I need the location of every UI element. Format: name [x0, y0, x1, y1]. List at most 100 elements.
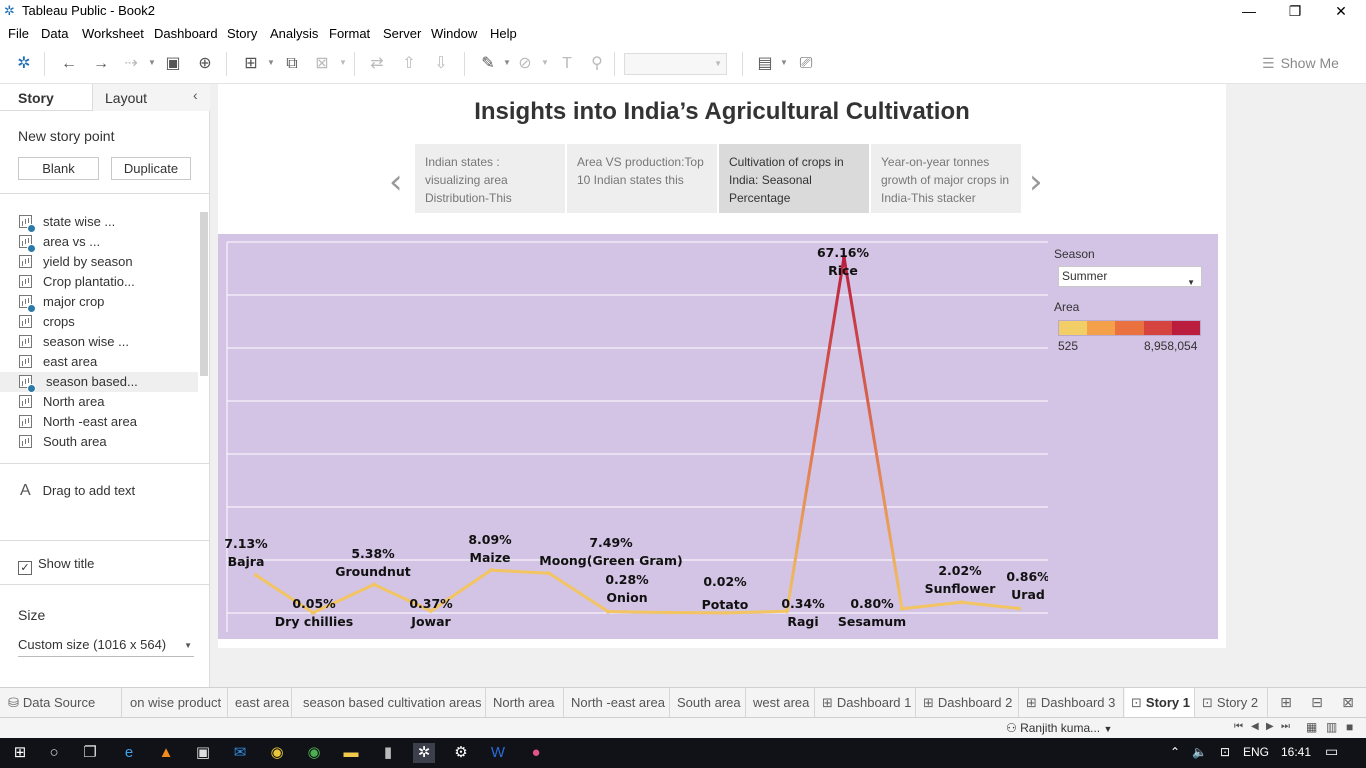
blank-button[interactable]: Blank: [18, 157, 99, 180]
highlight-caret-icon[interactable]: ▼: [503, 58, 511, 67]
menu-analysis[interactable]: Analysis: [270, 26, 319, 41]
edge-icon[interactable]: e: [124, 744, 134, 761]
sheet-list-item[interactable]: major crop: [0, 292, 198, 313]
show-hidden-icons-icon[interactable]: ⌃: [1170, 745, 1181, 759]
replay-icon[interactable]: ⇢: [124, 55, 138, 72]
data-point[interactable]: [372, 582, 376, 587]
sheet-list-item[interactable]: area vs ...: [0, 232, 198, 253]
menu-worksheet[interactable]: Worksheet: [82, 26, 144, 41]
minimize-button[interactable]: —: [1242, 3, 1256, 19]
data-point[interactable]: [1017, 606, 1021, 611]
tab-sheet[interactable]: South area: [671, 688, 746, 717]
tab-sheet[interactable]: east area: [229, 688, 292, 717]
story-point-4[interactable]: Year-on-year tonnes growth of major crop…: [871, 144, 1021, 213]
data-point[interactable]: [900, 606, 904, 611]
pin-icon[interactable]: ⚲: [591, 55, 603, 72]
sheet-list-item[interactable]: North -east area: [0, 412, 198, 432]
save-icon[interactable]: ▣: [165, 55, 181, 72]
redo-icon[interactable]: →: [93, 55, 109, 72]
word-icon[interactable]: W: [490, 744, 506, 761]
next-story-point-icon[interactable]: ›: [1029, 162, 1043, 202]
search-icon[interactable]: ○: [49, 744, 59, 761]
seasonal-percentage-chart[interactable]: 7.13% Bajra 0.05% Dry chillies 5.38% Groundnu…: [218, 234, 1218, 639]
language-indicator[interactable]: ENG: [1243, 745, 1270, 759]
undo-icon[interactable]: ←: [61, 55, 77, 72]
data-point[interactable]: [724, 610, 728, 615]
presentation-mode-icon[interactable]: ⎚: [799, 55, 813, 72]
sheet-list-item[interactable]: yield by season: [0, 252, 198, 272]
new-worksheet-icon[interactable]: ⊞: [244, 55, 258, 72]
tab-sheet[interactable]: North -east area: [565, 688, 670, 717]
chrome-icon[interactable]: ◉: [307, 744, 321, 761]
paint-icon[interactable]: ●: [531, 744, 541, 761]
sheet-list-item[interactable]: season based...: [0, 372, 198, 393]
data-point[interactable]: [842, 255, 846, 260]
menu-help[interactable]: Help: [490, 26, 517, 41]
sheet-list-scrollbar[interactable]: [200, 212, 208, 376]
tab-dashboard-1[interactable]: ⊞ Dashboard 1: [816, 688, 916, 717]
menu-server[interactable]: Server: [383, 26, 422, 41]
sheet-list-item[interactable]: South area: [0, 432, 198, 452]
story-point-2[interactable]: Area VS production:Top 10 Indian states …: [567, 144, 717, 213]
tab-story[interactable]: Story: [18, 90, 54, 106]
first-sheet-icon[interactable]: ⏮: [1234, 721, 1243, 732]
close-button[interactable]: ✕: [1335, 3, 1347, 19]
previous-story-point-icon[interactable]: ‹: [389, 162, 403, 202]
notifications-icon[interactable]: ▭: [1325, 743, 1339, 759]
data-point[interactable]: [254, 573, 258, 578]
sheet-list-item[interactable]: east area: [0, 352, 198, 372]
network-icon[interactable]: ⊡: [1220, 745, 1231, 759]
windows-start-icon[interactable]: ⊞: [13, 744, 27, 761]
new-worksheet-caret-icon[interactable]: ▼: [267, 58, 275, 67]
duplicate-button[interactable]: Duplicate: [111, 157, 191, 180]
highlight-icon[interactable]: ✎: [481, 55, 495, 72]
line-chart[interactable]: 7.13% Bajra 0.05% Dry chillies 5.38% Groundnu…: [218, 234, 1048, 639]
tab-dashboard-2[interactable]: ⊞ Dashboard 2: [917, 688, 1019, 717]
data-point[interactable]: [429, 609, 433, 614]
replay-caret-icon[interactable]: ▼: [148, 58, 156, 67]
tab-layout[interactable]: Layout ‹: [92, 84, 210, 111]
season-filter-dropdown[interactable]: Summer ▼: [1058, 266, 1202, 287]
data-point[interactable]: [666, 610, 670, 615]
usb-icon[interactable]: ▮: [383, 744, 393, 761]
user-menu[interactable]: ⚇ Ranjith kuma... ▼: [1006, 721, 1112, 735]
clear-caret-icon[interactable]: ▼: [339, 58, 347, 67]
task-view-icon[interactable]: ❐: [83, 744, 97, 761]
show-cards-icon[interactable]: ▤: [757, 55, 773, 72]
mail-icon[interactable]: ✉: [233, 744, 247, 761]
show-cards-caret-icon[interactable]: ▼: [780, 58, 788, 67]
settings-icon[interactable]: ⚙: [454, 744, 468, 761]
data-point[interactable]: [311, 610, 315, 615]
tab-sheet[interactable]: season based cultivation areas: [293, 688, 486, 717]
menu-dashboard[interactable]: Dashboard: [154, 26, 218, 41]
story-point-3[interactable]: Cultivation of crops in India: Seasonal …: [719, 144, 869, 213]
prev-sheet-icon[interactable]: ◀: [1251, 721, 1259, 732]
fit-dropdown[interactable]: ▼: [624, 53, 727, 75]
show-title-checkbox[interactable]: ✓ Show title: [18, 556, 94, 575]
store-icon[interactable]: ▣: [195, 744, 211, 761]
swap-icon[interactable]: ⇄: [370, 55, 384, 72]
new-worksheet-tab-icon[interactable]: ⊞: [1280, 694, 1292, 710]
collapse-panel-icon[interactable]: ‹: [193, 87, 198, 103]
new-story-tab-icon[interactable]: ⊠: [1342, 694, 1354, 710]
show-me-button[interactable]: ☰ Show Me: [1262, 55, 1339, 72]
menu-story[interactable]: Story: [227, 26, 258, 41]
new-data-source-icon[interactable]: ⊕: [198, 55, 212, 72]
next-sheet-icon[interactable]: ▶: [1266, 721, 1274, 732]
tabs-view-icon[interactable]: ■: [1346, 720, 1354, 734]
drag-to-add-text[interactable]: A Drag to add text: [20, 482, 135, 500]
group-icon[interactable]: ⊘: [518, 55, 532, 72]
group-caret-icon[interactable]: ▼: [541, 58, 549, 67]
size-dropdown[interactable]: Custom size (1016 x 564) ▼: [18, 637, 194, 657]
file-explorer-icon[interactable]: ▬: [343, 744, 359, 761]
tab-story-2[interactable]: ⊡ Story 2: [1196, 688, 1268, 717]
menu-format[interactable]: Format: [329, 26, 371, 41]
menu-window[interactable]: Window: [431, 26, 478, 41]
last-sheet-icon[interactable]: ⏭: [1281, 721, 1290, 732]
story-point-1[interactable]: Indian states : visualizing area Distrib…: [415, 144, 565, 213]
data-point[interactable]: [606, 609, 610, 614]
data-point[interactable]: [785, 609, 789, 614]
tab-sheet[interactable]: on wise product: [124, 688, 228, 717]
sheet-list-item[interactable]: crops: [0, 312, 198, 332]
tab-story-1[interactable]: ⊡ Story 1: [1125, 688, 1195, 717]
